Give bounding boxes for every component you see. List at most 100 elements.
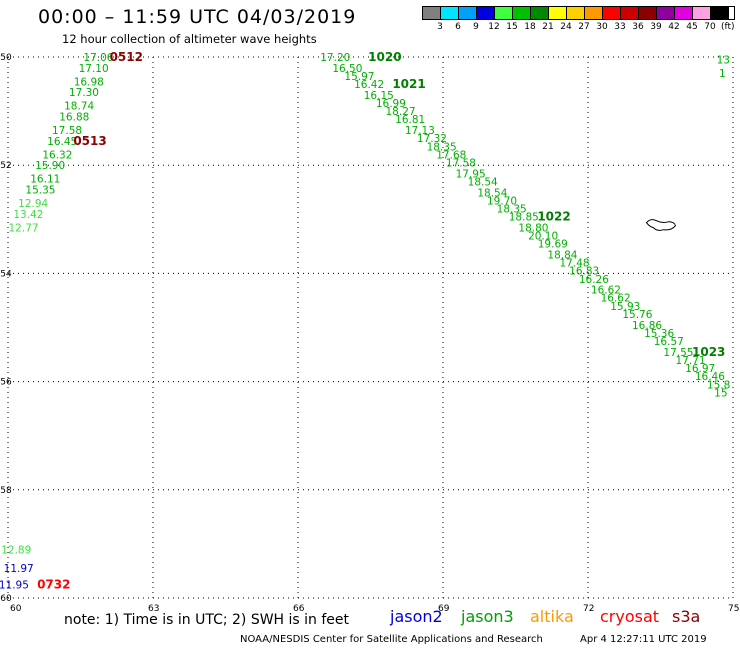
legend-swatch [657, 7, 675, 19]
wave-height-value: 16.46 [695, 371, 725, 383]
wave-height-value: 12.77 [9, 222, 39, 234]
wave-height-value: 16.83 [569, 266, 599, 278]
legend-swatch [477, 7, 495, 19]
legend-swatch [603, 7, 621, 19]
legend-swatch [495, 7, 513, 19]
wave-height-value: 15.8 [707, 379, 730, 391]
legend-swatch [459, 7, 477, 19]
legend-unit: (ft) [721, 22, 735, 32]
wave-height-value: 16.98 [74, 76, 104, 88]
wave-height-value: 15.90 [35, 160, 65, 172]
lon-tick-label: 63 [148, 604, 159, 614]
legend-swatch [693, 7, 711, 19]
legend-swatch [621, 7, 639, 19]
wave-height-value: 17.48 [560, 258, 590, 270]
legend-labels: 3 6 9 12 15 18 21 24 27 30 33 36 39 42 45 70 (ft) [422, 22, 735, 32]
wave-height-value: 18.27 [386, 106, 416, 118]
lon-tick-label: 72 [583, 604, 594, 614]
legend-label: 30 [596, 22, 608, 32]
island-outline [645, 219, 677, 231]
legend-swatch [531, 7, 549, 19]
lon-tick-label: 60 [10, 604, 22, 614]
lat-tick-label: -60 [0, 594, 12, 604]
pass-time-label: 0513 [73, 134, 106, 148]
satellite-name: cryosat [600, 607, 660, 626]
wave-height-value: 17.95 [456, 168, 486, 180]
legend-label: 3 [437, 22, 443, 32]
pass-time-label: 1020 [368, 50, 401, 64]
lat-tick-label: -58 [0, 486, 12, 496]
wave-height-value: 18.54 [477, 187, 507, 199]
wave-height-value: 17.58 [52, 125, 82, 137]
wave-height-value: 12.94 [18, 198, 48, 210]
satellite-name: altika [530, 607, 574, 626]
legend-swatch [423, 7, 441, 19]
legend-label: 24 [560, 22, 572, 32]
legend-label: 21 [542, 22, 554, 32]
legend-label: 9 [473, 22, 479, 32]
wave-height-value: 16.86 [632, 320, 662, 332]
wave-height-value: 17.30 [69, 87, 99, 99]
pass-time-label: 0512 [110, 50, 143, 64]
wave-height-value: 13.42 [13, 209, 43, 221]
wave-height-value: 16.81 [395, 114, 425, 126]
lon-tick-label: 75 [728, 604, 739, 614]
legend-swatch [675, 7, 693, 19]
generated-timestamp: Apr 4 12:27:11 UTC 2019 [580, 634, 707, 645]
wave-height-value: 15.93 [610, 301, 640, 313]
wave-height-value: 18.35 [497, 203, 527, 215]
wave-height-value: 17.06 [83, 52, 113, 64]
wave-height-value: 18.54 [468, 176, 498, 188]
wave-height-value: 18.35 [427, 141, 457, 153]
wave-height-value: 18.85 [509, 212, 539, 224]
legend-label: 27 [578, 22, 590, 32]
legend-label: 33 [614, 22, 626, 32]
legend-label: 18 [524, 22, 536, 32]
wave-height-value: 15.36 [644, 328, 674, 340]
pass-time-label: 1023 [692, 345, 725, 359]
wave-height-value: 16.45 [47, 136, 77, 148]
wave-height-value: 17.68 [436, 149, 466, 161]
wave-height-value: 17.20 [320, 52, 350, 64]
wave-height-value: 16.62 [591, 285, 621, 297]
wave-height-value: 1 [719, 68, 726, 80]
wave-height-value: 16.57 [654, 336, 684, 348]
wave-height-value: 18.84 [547, 249, 577, 261]
legend-label: 42 [668, 22, 680, 32]
wave-height-value: 15.97 [344, 71, 374, 83]
wave-height-value: 16.50 [332, 63, 362, 75]
legend-swatch [513, 7, 531, 19]
wave-height-value: 16.97 [685, 363, 715, 375]
wave-height-value: 15 [714, 387, 727, 399]
legend-label: 15 [506, 22, 518, 32]
wave-height-value: 19.69 [538, 239, 568, 251]
satellite-name: jason3 [461, 607, 514, 626]
wave-height-value: 20.10 [528, 231, 558, 243]
credit-text: NOAA/NESDIS Center for Satellite Applica… [240, 634, 543, 645]
wave-height-value: 17.13 [405, 125, 435, 137]
legend-label: 12 [488, 22, 500, 32]
wave-height-value: 11.97 [4, 563, 34, 575]
wave-height-value: 17.58 [446, 157, 476, 169]
wave-height-value: 16.26 [579, 274, 609, 286]
pass-time-label: 1021 [392, 77, 425, 91]
wave-height-value: 16.99 [376, 98, 406, 110]
wave-height-value: 16.11 [30, 174, 60, 186]
map-subtitle: 12 hour collection of altimeter wave hei… [62, 32, 317, 46]
legend-swatch [549, 7, 567, 19]
legend-swatch [441, 7, 459, 19]
wave-height-value: 17.71 [676, 355, 706, 367]
wave-height-value: 15.35 [25, 185, 55, 197]
wave-height-value: 17.32 [417, 133, 447, 145]
legend-swatch [711, 7, 729, 19]
wave-height-value: 16.88 [59, 112, 89, 124]
wave-height-value: 16.42 [354, 79, 384, 91]
pass-time-label: 0732 [37, 577, 70, 591]
wave-height-value: 17.55 [663, 347, 693, 359]
legend-label: 39 [650, 22, 662, 32]
legend-swatch [567, 7, 585, 19]
wave-height-value: 18.74 [64, 101, 94, 113]
wave-height-value: 16.15 [364, 90, 394, 102]
